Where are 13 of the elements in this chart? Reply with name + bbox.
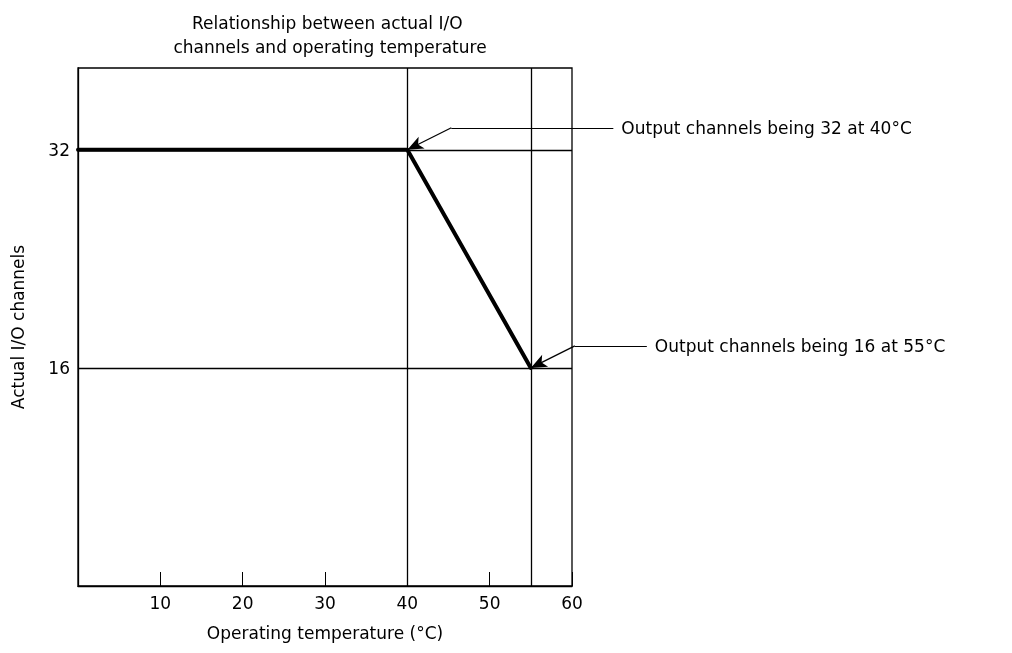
x-axis-title: Operating temperature (°C) (206, 622, 444, 643)
y-axis-title: Actual I/O channels (7, 244, 28, 410)
y-tick-label: 32 (48, 139, 70, 160)
text: Output channels being 16 at 55°C (654, 335, 946, 356)
x-tick-label: 60 (561, 592, 583, 613)
chart-title: Relationship between actual I/O channels and operating temperature (173, 13, 487, 57)
x-tick-label: 30 (314, 592, 336, 613)
text: Output channels being 32 at 40°C (621, 117, 912, 138)
x-tick-label: 50 (478, 592, 501, 613)
x-tick-label: 20 (231, 592, 254, 613)
y-tick-label: 16 (48, 357, 70, 378)
x-tick-label: 10 (149, 592, 172, 613)
x-tick-label: 40 (396, 592, 419, 613)
